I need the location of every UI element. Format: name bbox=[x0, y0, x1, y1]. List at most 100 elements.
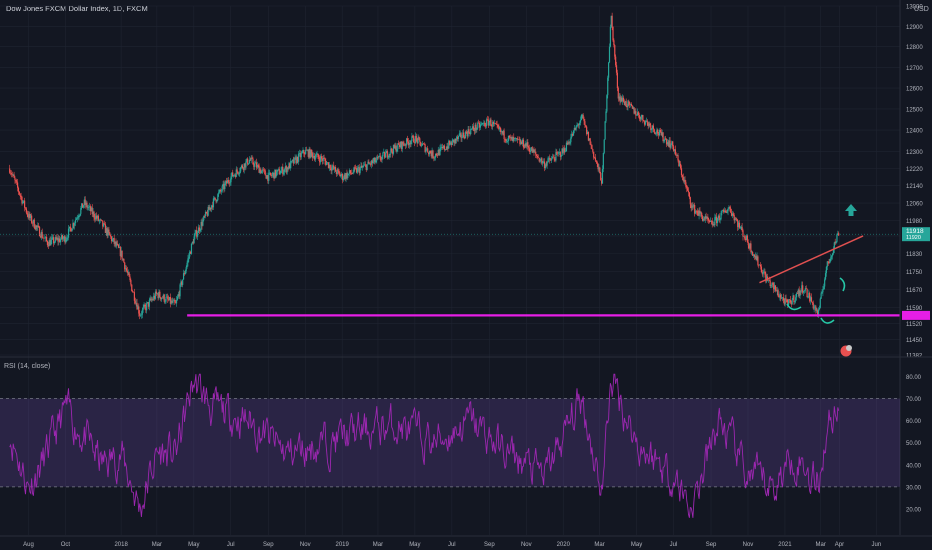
candle bbox=[500, 129, 503, 136]
price-grid bbox=[0, 5, 900, 535]
candle bbox=[103, 220, 106, 226]
candle bbox=[588, 138, 590, 141]
candle bbox=[197, 224, 200, 233]
candle bbox=[346, 169, 348, 180]
candle bbox=[772, 281, 774, 288]
candle bbox=[356, 165, 359, 175]
candle bbox=[633, 107, 635, 115]
candle bbox=[103, 222, 105, 228]
candle bbox=[141, 307, 143, 319]
head-arc[interactable] bbox=[820, 317, 835, 324]
flag-icon[interactable] bbox=[840, 345, 853, 357]
candle bbox=[557, 151, 559, 157]
candle bbox=[283, 169, 285, 176]
candle bbox=[665, 138, 668, 148]
candle bbox=[233, 173, 236, 177]
right-shoulder-arc[interactable] bbox=[839, 277, 846, 292]
candle bbox=[804, 285, 806, 293]
time-tick-label: May bbox=[631, 542, 642, 548]
candle bbox=[700, 211, 702, 218]
up-arrow-icon[interactable] bbox=[845, 204, 857, 216]
candle bbox=[632, 105, 634, 110]
current-price-sub: 11920 bbox=[906, 235, 921, 241]
time-tick-label: Jul bbox=[448, 542, 456, 548]
candle bbox=[295, 155, 297, 165]
candle bbox=[832, 246, 835, 256]
candle bbox=[190, 243, 193, 255]
candle bbox=[785, 294, 787, 304]
candle bbox=[266, 172, 268, 180]
candle bbox=[272, 171, 274, 178]
candle bbox=[344, 173, 346, 181]
candle bbox=[417, 134, 419, 144]
candle bbox=[585, 124, 587, 128]
candle bbox=[576, 122, 578, 128]
candle bbox=[612, 26, 614, 42]
candle bbox=[727, 207, 729, 216]
candle bbox=[343, 172, 345, 180]
candle bbox=[225, 180, 227, 186]
candle bbox=[658, 128, 661, 137]
candle bbox=[94, 213, 96, 223]
candle bbox=[58, 235, 60, 246]
candle bbox=[661, 129, 663, 138]
candle bbox=[765, 271, 767, 284]
candle bbox=[539, 158, 541, 163]
candle bbox=[222, 181, 224, 190]
candle bbox=[267, 175, 269, 184]
candle bbox=[212, 195, 215, 210]
candle bbox=[323, 154, 325, 160]
candle bbox=[598, 164, 600, 173]
candle bbox=[105, 225, 107, 236]
candle bbox=[293, 157, 295, 164]
candle bbox=[132, 291, 135, 293]
candle bbox=[445, 146, 447, 150]
time-tick-label: Nov bbox=[521, 542, 532, 548]
candle bbox=[535, 148, 537, 159]
candle bbox=[319, 154, 322, 165]
candle bbox=[499, 125, 501, 132]
candle bbox=[809, 291, 811, 303]
candle bbox=[347, 171, 349, 180]
candle bbox=[39, 233, 42, 239]
candle bbox=[616, 69, 619, 92]
candle bbox=[814, 304, 816, 311]
candle bbox=[669, 137, 671, 151]
candle bbox=[341, 173, 344, 184]
candle bbox=[45, 234, 48, 243]
candle bbox=[592, 148, 594, 154]
candle bbox=[71, 228, 73, 232]
candle bbox=[101, 220, 103, 222]
candle bbox=[673, 149, 676, 154]
candle bbox=[297, 156, 299, 164]
candle bbox=[656, 127, 658, 137]
candle bbox=[781, 294, 783, 300]
candle bbox=[536, 154, 539, 160]
time-tick-label: 2021 bbox=[778, 542, 792, 548]
trend-line[interactable] bbox=[759, 235, 864, 284]
candle bbox=[614, 44, 616, 60]
candle bbox=[250, 155, 252, 164]
candle bbox=[38, 225, 41, 237]
candle bbox=[720, 210, 722, 221]
candle bbox=[734, 216, 736, 223]
candle bbox=[724, 208, 727, 213]
left-shoulder-arc[interactable] bbox=[786, 303, 802, 311]
candle bbox=[444, 148, 446, 151]
candle bbox=[812, 300, 814, 310]
candle bbox=[269, 172, 272, 177]
candle bbox=[182, 279, 184, 288]
candle bbox=[714, 213, 716, 228]
candle bbox=[480, 121, 482, 127]
candle bbox=[384, 151, 386, 160]
candle bbox=[63, 234, 65, 242]
candle bbox=[388, 152, 390, 160]
candle bbox=[384, 149, 387, 158]
candle bbox=[582, 113, 584, 120]
candle bbox=[221, 184, 223, 193]
candle bbox=[493, 119, 496, 127]
candle bbox=[110, 235, 113, 244]
candle bbox=[584, 118, 586, 129]
candle bbox=[285, 165, 287, 175]
